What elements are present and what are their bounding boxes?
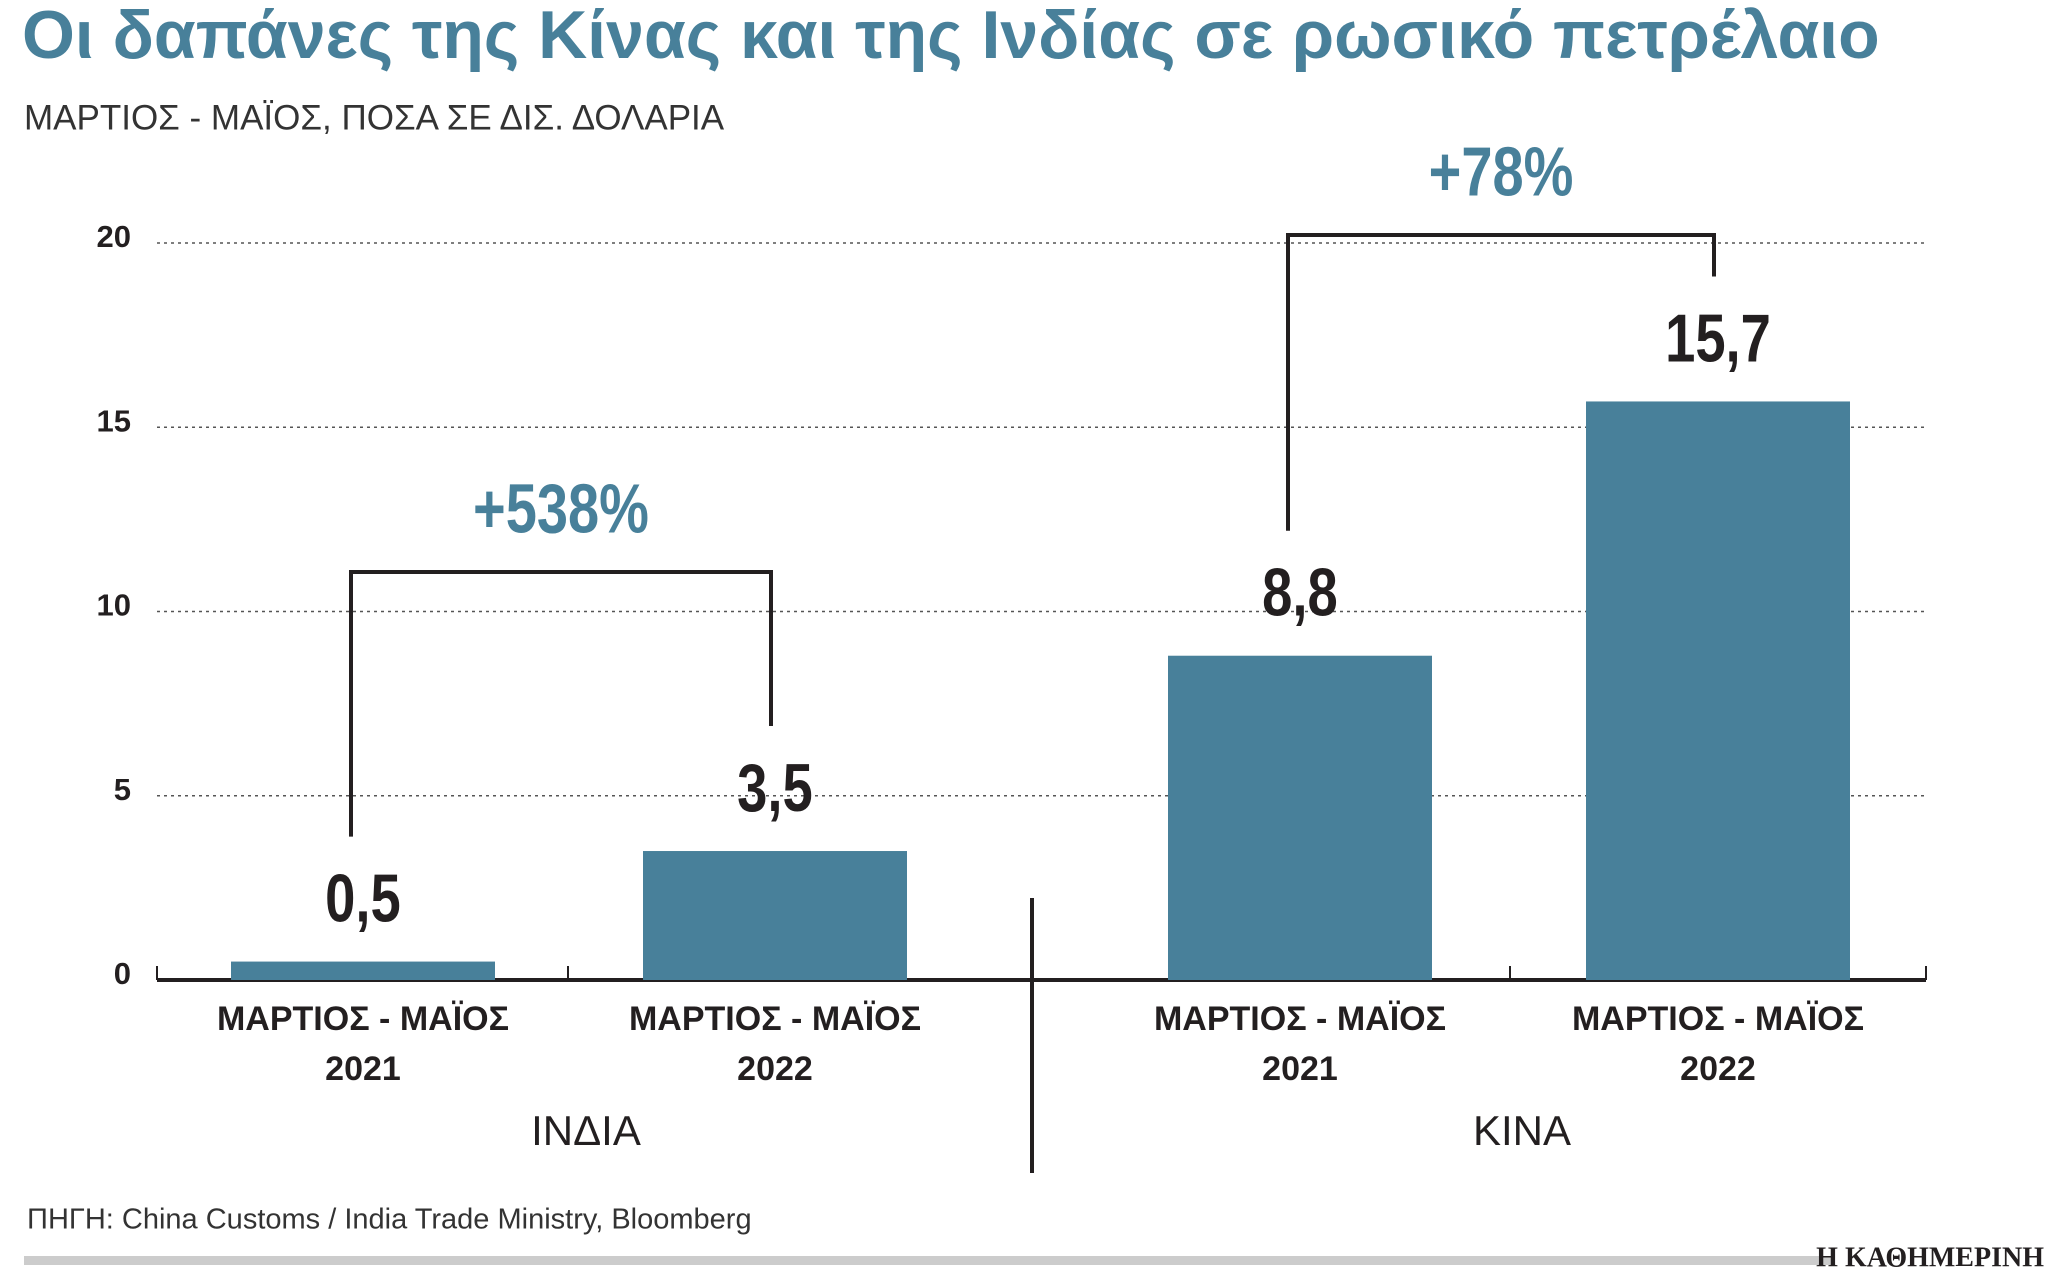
y-tick-label: 10 [97, 588, 131, 623]
chart-title: Οι δαπάνες της Κίνας και της Ινδίας σε ρ… [22, 0, 1880, 73]
change-label: +78% [1429, 134, 1574, 211]
footer-bar [24, 1256, 1832, 1265]
bar [231, 961, 495, 980]
bar [1168, 655, 1432, 980]
x-tick-label: 2021 [1262, 1050, 1338, 1088]
bar [643, 851, 907, 980]
y-tick-label: 5 [114, 772, 131, 807]
value-label: 15,7 [1665, 301, 1771, 377]
value-label: 3,5 [737, 750, 813, 826]
change-label: +538% [473, 471, 649, 548]
brand: Η ΚΑΘΗΜΕΡΙΝΗ [1816, 1242, 2044, 1273]
group-label: ΙΝΔΙΑ [531, 1107, 641, 1154]
x-tick-label: ΜΑΡΤΙΟΣ - ΜΑΪΟΣ [1572, 1000, 1864, 1038]
y-tick-label: 20 [97, 219, 131, 254]
y-tick-label: 0 [114, 956, 131, 991]
group-label: ΚΙΝΑ [1473, 1107, 1571, 1154]
x-tick-label: 2022 [737, 1050, 813, 1088]
bar [1586, 401, 1850, 981]
source: ΠΗΓΗ: China Customs / India Trade Minist… [27, 1204, 752, 1236]
chart-subtitle: ΜΑΡΤΙΟΣ - ΜΑΪΟΣ, ΠΟΣΑ ΣΕ ΔΙΣ. ΔΟΛΑΡΙΑ [24, 98, 725, 137]
y-tick-label: 15 [97, 403, 131, 438]
change-bracket [349, 570, 773, 837]
change-bracket [1286, 233, 1716, 531]
x-tick-label: 2022 [1680, 1050, 1756, 1088]
x-tick-label: ΜΑΡΤΙΟΣ - ΜΑΪΟΣ [629, 1000, 921, 1038]
x-tick-label: 2021 [325, 1050, 401, 1088]
value-label: 8,8 [1262, 555, 1338, 631]
x-tick-label: ΜΑΡΤΙΟΣ - ΜΑΪΟΣ [1154, 1000, 1446, 1038]
value-label: 0,5 [325, 861, 401, 937]
x-tick-label: ΜΑΡΤΙΟΣ - ΜΑΪΟΣ [217, 1000, 509, 1038]
